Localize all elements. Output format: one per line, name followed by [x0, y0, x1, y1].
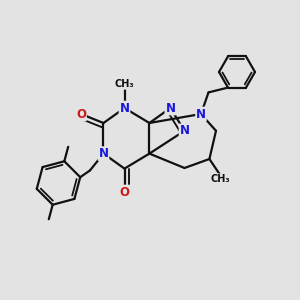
Text: CH₃: CH₃ — [211, 174, 230, 184]
Text: N: N — [179, 124, 190, 137]
Text: N: N — [119, 101, 130, 115]
Text: N: N — [165, 101, 176, 115]
Text: CH₃: CH₃ — [115, 79, 134, 89]
Text: N: N — [98, 147, 109, 160]
Text: N: N — [196, 107, 206, 121]
Text: O: O — [76, 107, 86, 121]
Text: O: O — [119, 185, 130, 199]
